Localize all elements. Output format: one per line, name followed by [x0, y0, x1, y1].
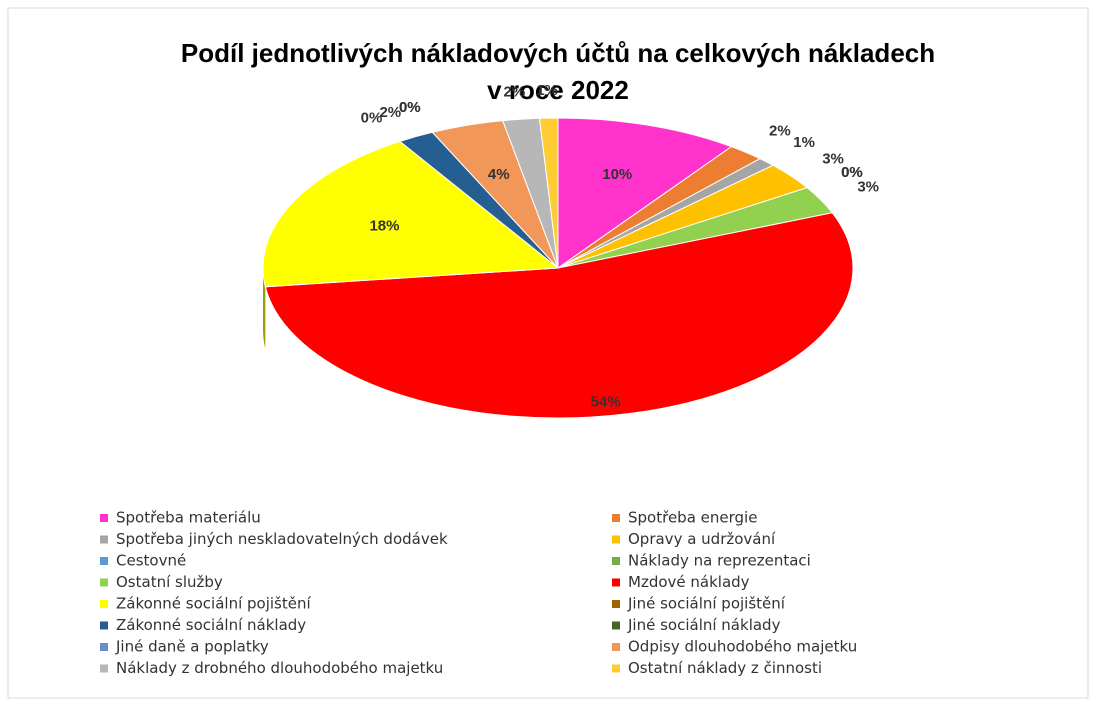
legend-label: Spotřeba jiných neskladovatelných dodáve…	[116, 530, 448, 548]
legend-label: Jiné sociální náklady	[627, 616, 781, 634]
legend-swatch	[612, 664, 620, 673]
legend-label: Odpisy dlouhodobého majetku	[628, 638, 857, 656]
data-label: 2%	[504, 83, 526, 100]
legend-label: Spotřeba materiálu	[116, 509, 261, 527]
data-label: 54%	[591, 393, 621, 410]
legend-swatch	[612, 578, 620, 587]
data-label: 0%	[399, 99, 421, 116]
data-label: 0%	[841, 164, 863, 181]
data-label: 0%	[841, 164, 863, 181]
legend-label: Ostatní služby	[116, 573, 223, 591]
legend-label: Cestovné	[116, 552, 186, 570]
legend-label: Jiné daně a poplatky	[115, 638, 269, 656]
legend-label: Ostatní náklady z činnosti	[628, 659, 822, 677]
legend-swatch	[612, 600, 620, 608]
legend-swatch	[612, 621, 620, 630]
legend-label: Náklady z drobného dlouhodobého majetku	[116, 659, 443, 677]
slice	[262, 140, 560, 288]
data-label: 1%	[536, 82, 558, 99]
legend-swatch	[100, 643, 108, 651]
slice	[264, 212, 854, 419]
legend-swatch	[100, 514, 108, 522]
legend-swatch	[100, 535, 108, 544]
chart-subtitle: v roce 2022	[487, 75, 629, 105]
legend-swatch	[100, 621, 108, 630]
legend-swatch	[100, 578, 108, 587]
legend-swatch	[100, 664, 108, 673]
data-label: 18%	[369, 217, 399, 234]
legend-swatch	[100, 557, 108, 565]
legend-label: Zákonné sociální náklady	[116, 616, 306, 634]
data-label: 0%	[399, 99, 421, 116]
legend-label: Náklady na reprezentaci	[628, 552, 811, 570]
legend-swatch	[612, 514, 620, 522]
legend-label: Spotřeba energie	[628, 509, 757, 527]
legend-swatch	[612, 535, 620, 544]
data-label: 3%	[822, 150, 844, 167]
slice-side	[263, 268, 266, 349]
data-label: 2%	[379, 104, 401, 121]
data-label: 2%	[769, 123, 791, 140]
chart-title: Podíl jednotlivých nákladových účtů na c…	[181, 38, 935, 68]
data-label: 10%	[602, 166, 632, 183]
legend-swatch	[612, 643, 620, 651]
data-label: 3%	[857, 179, 879, 196]
slice	[557, 117, 733, 269]
legend-swatch	[100, 600, 108, 608]
data-label: 1%	[793, 134, 815, 151]
legend-label: Jiné sociální pojištění	[627, 595, 786, 613]
legend-label: Mzdové náklady	[628, 573, 750, 591]
data-label: 4%	[488, 166, 510, 183]
legend-swatch	[612, 557, 620, 565]
legend-label: Zákonné sociální pojištění	[116, 595, 311, 613]
slice	[538, 117, 559, 269]
legend-label: Opravy a udržování	[628, 530, 776, 548]
data-label: 0%	[361, 110, 383, 127]
